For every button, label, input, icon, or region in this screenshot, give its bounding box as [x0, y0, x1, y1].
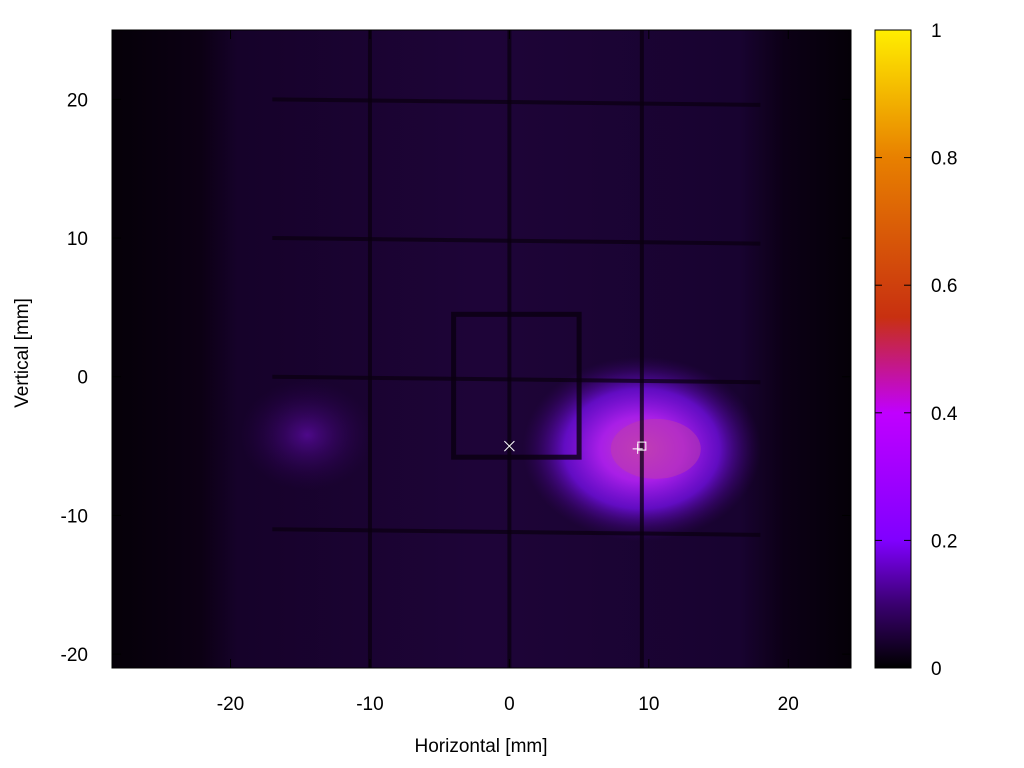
x-tick-label: -10 [356, 694, 383, 715]
x-tick-label: 20 [778, 694, 799, 715]
wire-horizontal [272, 527, 761, 537]
colorbar-tick-label: 0.2 [931, 531, 957, 552]
x-tick-label: -20 [217, 694, 244, 715]
y-axis-title: Vertical [mm] [12, 298, 33, 408]
colorbar-gradient [874, 29, 912, 669]
y-tick-label: 0 [77, 368, 88, 389]
colorbar-tick-label: 0.8 [931, 149, 957, 170]
colorbar-tick-label: 0 [931, 659, 942, 680]
wire-horizontal [272, 374, 761, 385]
y-tick-label: 20 [67, 90, 88, 111]
bright-spot-core [610, 418, 701, 479]
x-axis-title: Horizontal [mm] [414, 736, 547, 757]
heatmap-area [112, 30, 851, 668]
y-tick-label: 10 [67, 229, 88, 250]
central-square [451, 311, 582, 460]
wire-horizontal [272, 236, 761, 246]
colorbar-tick-label: 0.6 [931, 276, 957, 297]
faint-spot [240, 379, 375, 491]
marker-square [637, 441, 647, 451]
x-tick-label: 10 [638, 694, 659, 715]
y-tick-label: -20 [61, 645, 88, 666]
colorbar-tick-label: 0.4 [931, 404, 958, 425]
heatmap-background [112, 30, 851, 668]
colorbar: 0 0.2 0.4 0.6 0.8 1 [874, 21, 958, 680]
colorbar-tick-label: 1 [931, 21, 942, 42]
marker-cross [504, 440, 515, 452]
x-tick-label: 0 [504, 694, 515, 715]
plot-frame [111, 29, 852, 669]
y-tick-label: -10 [61, 506, 88, 527]
wire-horizontal [272, 97, 761, 107]
